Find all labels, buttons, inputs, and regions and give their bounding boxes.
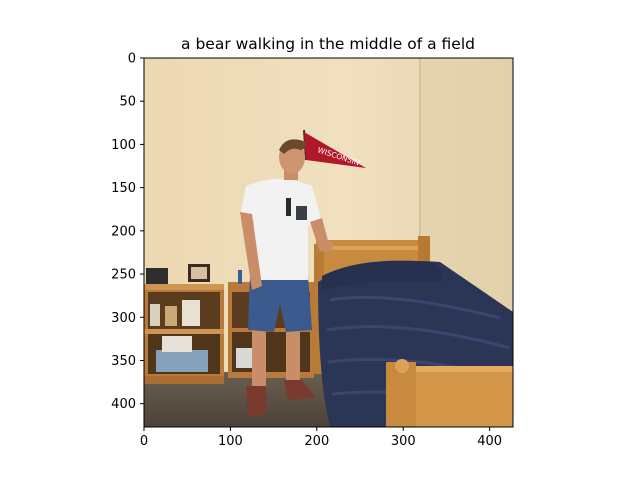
y-tick-label: 50 [119, 95, 136, 110]
x-tick-label: 400 [477, 434, 502, 449]
bed [314, 236, 513, 427]
photo: WISCONSIN [143, 57, 514, 428]
axes-frame [143, 57, 514, 428]
person [240, 139, 333, 416]
y-tick-label: 250 [111, 268, 136, 283]
y-tick-label: 150 [111, 181, 136, 196]
y-tick-label: 400 [111, 397, 136, 412]
x-axis: 0 100 200 300 400 [140, 427, 502, 449]
y-tick-label: 300 [111, 311, 136, 326]
x-tick-label: 300 [391, 434, 416, 449]
y-tick-label: 350 [111, 354, 136, 369]
y-tick-label: 200 [111, 224, 136, 239]
y-axis: 0 50 100 150 200 250 300 350 400 [111, 52, 144, 412]
x-tick-label: 200 [304, 434, 329, 449]
bookshelf [144, 284, 224, 384]
y-tick-label: 0 [128, 52, 136, 67]
x-tick-label: 0 [140, 434, 148, 449]
plot-title: a bear walking in the middle of a field [181, 35, 475, 53]
y-tick-label: 100 [111, 138, 136, 153]
x-tick-label: 100 [218, 434, 243, 449]
